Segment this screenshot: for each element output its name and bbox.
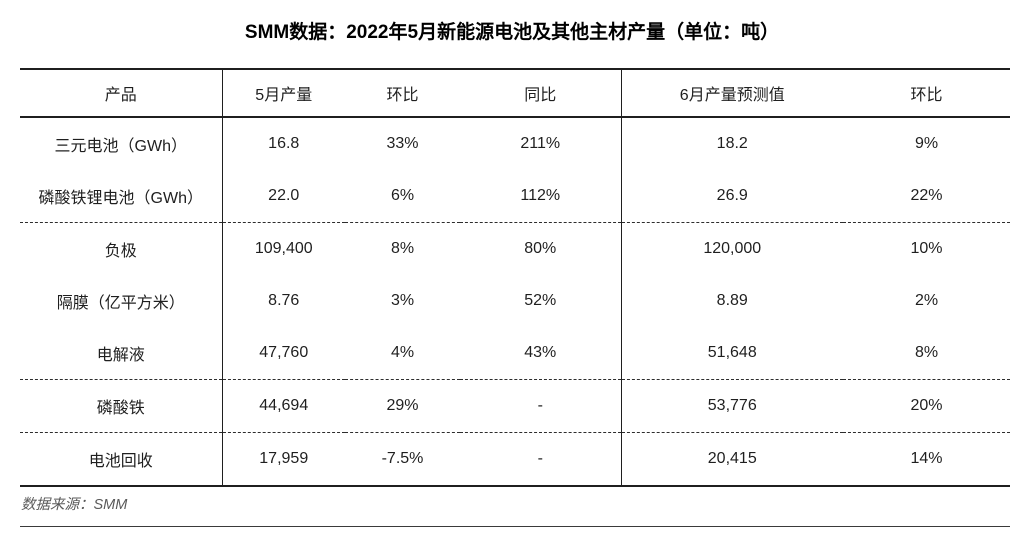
header-row: 产品 5月产量 环比 同比 6月产量预测值 环比 [20,69,1010,118]
table-row: 电解液 47,760 4% 43% 51,648 8% [20,327,1010,380]
cell-yoy: - [460,432,622,486]
cell-product: 负极 [20,222,223,275]
table-row: 电池回收 17,959 -7.5% - 20,415 14% [20,432,1010,486]
cell-mom: 29% [345,379,460,433]
cell-june-forecast: 20,415 [707,450,757,467]
column-header-june-mom: 环比 [843,69,1010,118]
cell-mom: 3% [390,292,415,309]
cell-may-output: 109,400 [254,240,313,257]
cell-yoy: - [460,379,622,433]
cell-yoy: 211% [460,117,622,170]
table-header: 产品 5月产量 环比 同比 6月产量预测值 环比 [20,69,1010,118]
cell-june-forecast: 18.2 [716,135,748,152]
table-row: 磷酸铁锂电池（GWh） 22.0 6% 112% 26.9 22% [20,170,1010,223]
table-row: 隔膜（亿平方米） 8.76 3% 52% 8.89 2% [20,275,1010,327]
cell-june-mom: 22% [843,170,1010,223]
cell-yoy: 80% [460,222,622,275]
cell-product: 三元电池（GWh） [20,117,223,170]
cell-june-mom: 10% [910,240,943,257]
data-source-note: 数据来源：SMM [21,497,128,513]
page-title: SMM数据：2022年5月新能源电池及其他主材产量（单位：吨） [244,22,780,43]
column-header-product: 产品 [20,69,223,118]
cell-mom: -7.5% [381,450,424,467]
cell-june-forecast: 120,000 [703,240,762,257]
cell-june-mom: 2% [914,292,939,309]
cell-mom: 33% [386,135,419,152]
cell-may-output: 44,694 [222,379,345,433]
cell-product: 磷酸铁 [20,379,223,433]
cell-yoy: 112% [460,170,622,223]
table-body: 三元电池（GWh） 16.8 33% 211% 18.2 9% 磷酸铁锂电池（G… [20,117,1010,486]
column-header-may-output: 5月产量 [222,69,345,118]
cell-product: 隔膜（亿平方米） [20,275,223,327]
cell-june-forecast: 51,648 [621,327,843,380]
bottom-divider [20,526,1010,527]
cell-product: 电池回收 [20,432,223,486]
cell-mom: 8% [390,240,415,257]
table-row: 负极 109,400 8% 80% 120,000 10% [20,222,1010,275]
cell-product: 磷酸铁锂电池（GWh） [20,170,223,223]
cell-mom: 6% [345,170,460,223]
cell-june-forecast: 8.89 [716,292,748,309]
table-row: 三元电池（GWh） 16.8 33% 211% 18.2 9% [20,117,1010,170]
cell-june-mom: 9% [914,135,939,152]
column-header-june-forecast: 6月产量预测值 [621,69,843,118]
column-header-mom: 环比 [345,69,460,118]
cell-mom: 4% [345,327,460,380]
cell-june-mom: 20% [843,379,1010,433]
cell-may-output: 17,959 [259,450,309,467]
table-row: 磷酸铁 44,694 29% - 53,776 20% [20,379,1010,433]
cell-may-output: 16.8 [268,135,300,152]
cell-may-output: 47,760 [222,327,345,380]
cell-yoy: 52% [460,275,622,327]
cell-product: 电解液 [20,327,223,380]
cell-june-mom: 14% [910,450,943,467]
cell-june-mom: 8% [843,327,1010,380]
cell-may-output: 22.0 [222,170,345,223]
cell-yoy: 43% [460,327,622,380]
cell-may-output: 8.76 [268,292,300,309]
cell-june-forecast: 53,776 [621,379,843,433]
cell-june-forecast: 26.9 [621,170,843,223]
production-table: 产品 5月产量 环比 同比 6月产量预测值 环比 三元电池（GWh） 16.8 … [20,68,1010,487]
column-header-yoy: 同比 [460,69,622,118]
